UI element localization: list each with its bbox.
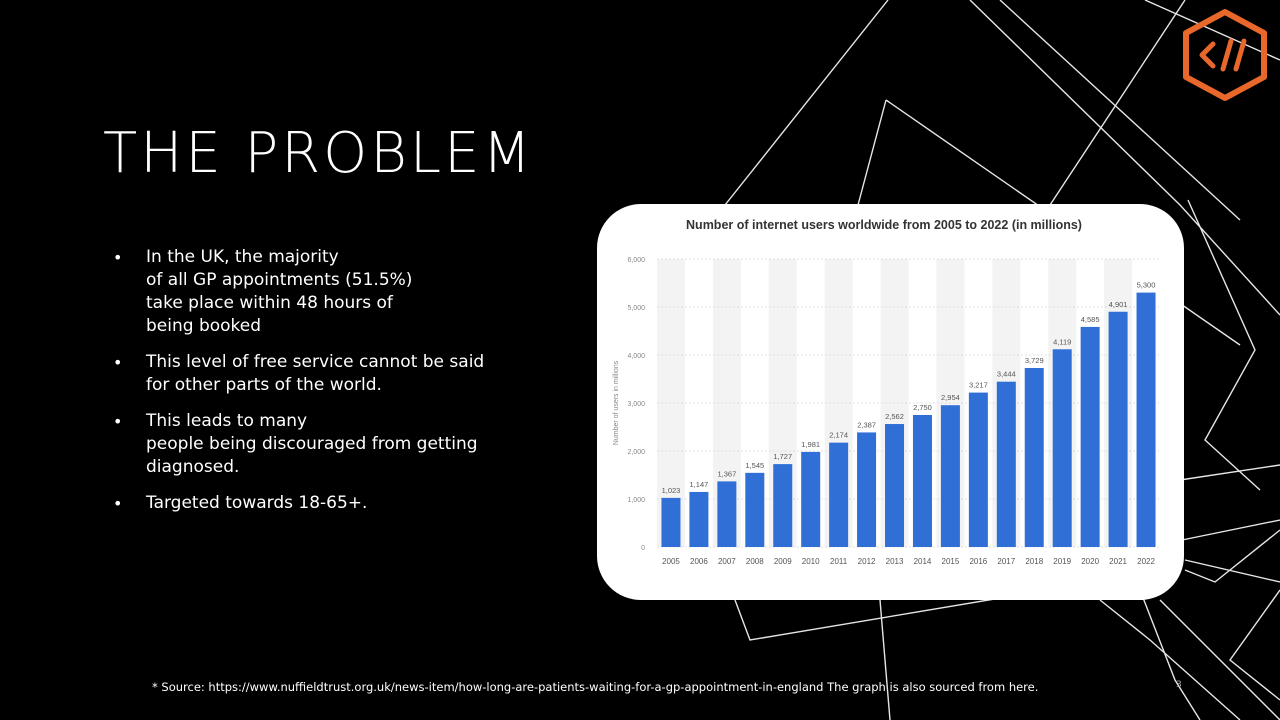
- bar-value-label: 5,300: [1137, 281, 1156, 290]
- y-axis-label: Number of users in millions: [613, 360, 620, 445]
- x-tick-label: 2005: [662, 557, 680, 566]
- source-footnote: * Source: https://www.nuffieldtrust.org.…: [152, 680, 1039, 694]
- bar: [773, 464, 793, 547]
- page-number: 3: [1176, 680, 1182, 690]
- bar-value-label: 1,981: [801, 440, 820, 449]
- y-tick-label: 1,000: [627, 497, 645, 504]
- bullet-text: Targeted towards 18-65+.: [146, 493, 368, 513]
- bar-value-label: 1,727: [773, 452, 792, 461]
- bar: [968, 392, 988, 547]
- code-logo-icon: [1183, 9, 1267, 101]
- bullet-dot-icon: •: [113, 412, 123, 431]
- bullet-item: • This level of free service cannot be s…: [113, 351, 513, 397]
- bar: [857, 432, 877, 547]
- bar-value-label: 1,545: [745, 461, 764, 470]
- bullet-dot-icon: •: [113, 353, 123, 372]
- bar: [801, 451, 821, 547]
- bar: [717, 481, 737, 547]
- bar-chart: 0 1,000 2,000 3,000 4,000 5,000 6,000 Number of…: [613, 218, 1160, 566]
- x-tick-label: 2011: [830, 557, 848, 566]
- bar: [829, 442, 849, 547]
- bar: [912, 415, 932, 547]
- bullet-item: • This leads to many people being discou…: [113, 410, 513, 479]
- bar: [996, 381, 1016, 547]
- y-tick-label: 6,000: [627, 257, 645, 264]
- bar-value-label: 1,367: [717, 469, 736, 478]
- bullet-item: • Targeted towards 18-65+.: [113, 492, 513, 515]
- x-tick-label: 2012: [858, 557, 876, 566]
- x-tick-label: 2020: [1081, 557, 1099, 566]
- x-tick-label: 2007: [718, 557, 736, 566]
- y-tick-label: 0: [641, 545, 645, 552]
- bar-value-label: 2,387: [857, 420, 876, 429]
- bar-value-label: 2,562: [885, 412, 904, 421]
- x-tick-label: 2008: [746, 557, 764, 566]
- x-tick-label: 2019: [1053, 557, 1071, 566]
- y-tick-label: 5,000: [627, 305, 645, 312]
- bar: [661, 497, 681, 547]
- chart-title: Number of internet users worldwide from …: [686, 218, 1082, 232]
- x-tick-label: 2016: [969, 557, 987, 566]
- bar: [1108, 311, 1128, 547]
- bar-value-label: 3,217: [969, 381, 988, 390]
- x-tick-label: 2021: [1109, 557, 1127, 566]
- bullet-text: This level of free service cannot be sai…: [146, 352, 485, 395]
- bar: [689, 491, 709, 547]
- bar: [1052, 349, 1072, 547]
- bar: [885, 424, 905, 547]
- bullet-list: • In the UK, the majority of all GP appo…: [113, 246, 513, 528]
- bar-value-label: 2,174: [829, 431, 848, 440]
- bar-value-label: 1,023: [662, 486, 681, 495]
- x-tick-label: 2013: [886, 557, 904, 566]
- x-tick-label: 2022: [1137, 557, 1155, 566]
- bar-value-label: 1,147: [690, 480, 709, 489]
- bullet-dot-icon: •: [113, 494, 123, 513]
- bar: [1024, 368, 1044, 547]
- x-tick-label: 2006: [690, 557, 708, 566]
- bar-value-label: 4,585: [1081, 315, 1100, 324]
- y-tick-label: 2,000: [627, 449, 645, 456]
- y-tick-label: 3,000: [627, 401, 645, 408]
- bullet-item: • In the UK, the majority of all GP appo…: [113, 246, 513, 338]
- bullet-text: In the UK, the majority of all GP appoin…: [146, 247, 413, 336]
- bar: [1136, 292, 1156, 547]
- x-tick-label: 2009: [774, 557, 792, 566]
- bar-value-label: 2,954: [941, 393, 960, 402]
- x-tick-label: 2018: [1025, 557, 1043, 566]
- chart-card: 0 1,000 2,000 3,000 4,000 5,000 6,000 Number of…: [597, 204, 1184, 600]
- x-tick-label: 2017: [997, 557, 1015, 566]
- bar: [1080, 326, 1100, 547]
- bullet-dot-icon: •: [113, 248, 123, 267]
- x-tick-label: 2015: [942, 557, 960, 566]
- x-tick-label: 2014: [914, 557, 932, 566]
- y-tick-label: 4,000: [627, 353, 645, 360]
- bar: [745, 472, 765, 547]
- bar-value-label: 3,444: [997, 370, 1016, 379]
- bar-value-label: 4,901: [1109, 300, 1128, 309]
- slide-title: THE PROBLEM: [103, 121, 534, 186]
- bar-value-label: 3,729: [1025, 356, 1044, 365]
- bar-value-label: 2,750: [913, 403, 932, 412]
- bar-value-label: 4,119: [1053, 337, 1071, 346]
- bar: [940, 405, 960, 547]
- x-tick-label: 2010: [802, 557, 820, 566]
- bullet-text: This leads to many people being discoura…: [146, 411, 478, 477]
